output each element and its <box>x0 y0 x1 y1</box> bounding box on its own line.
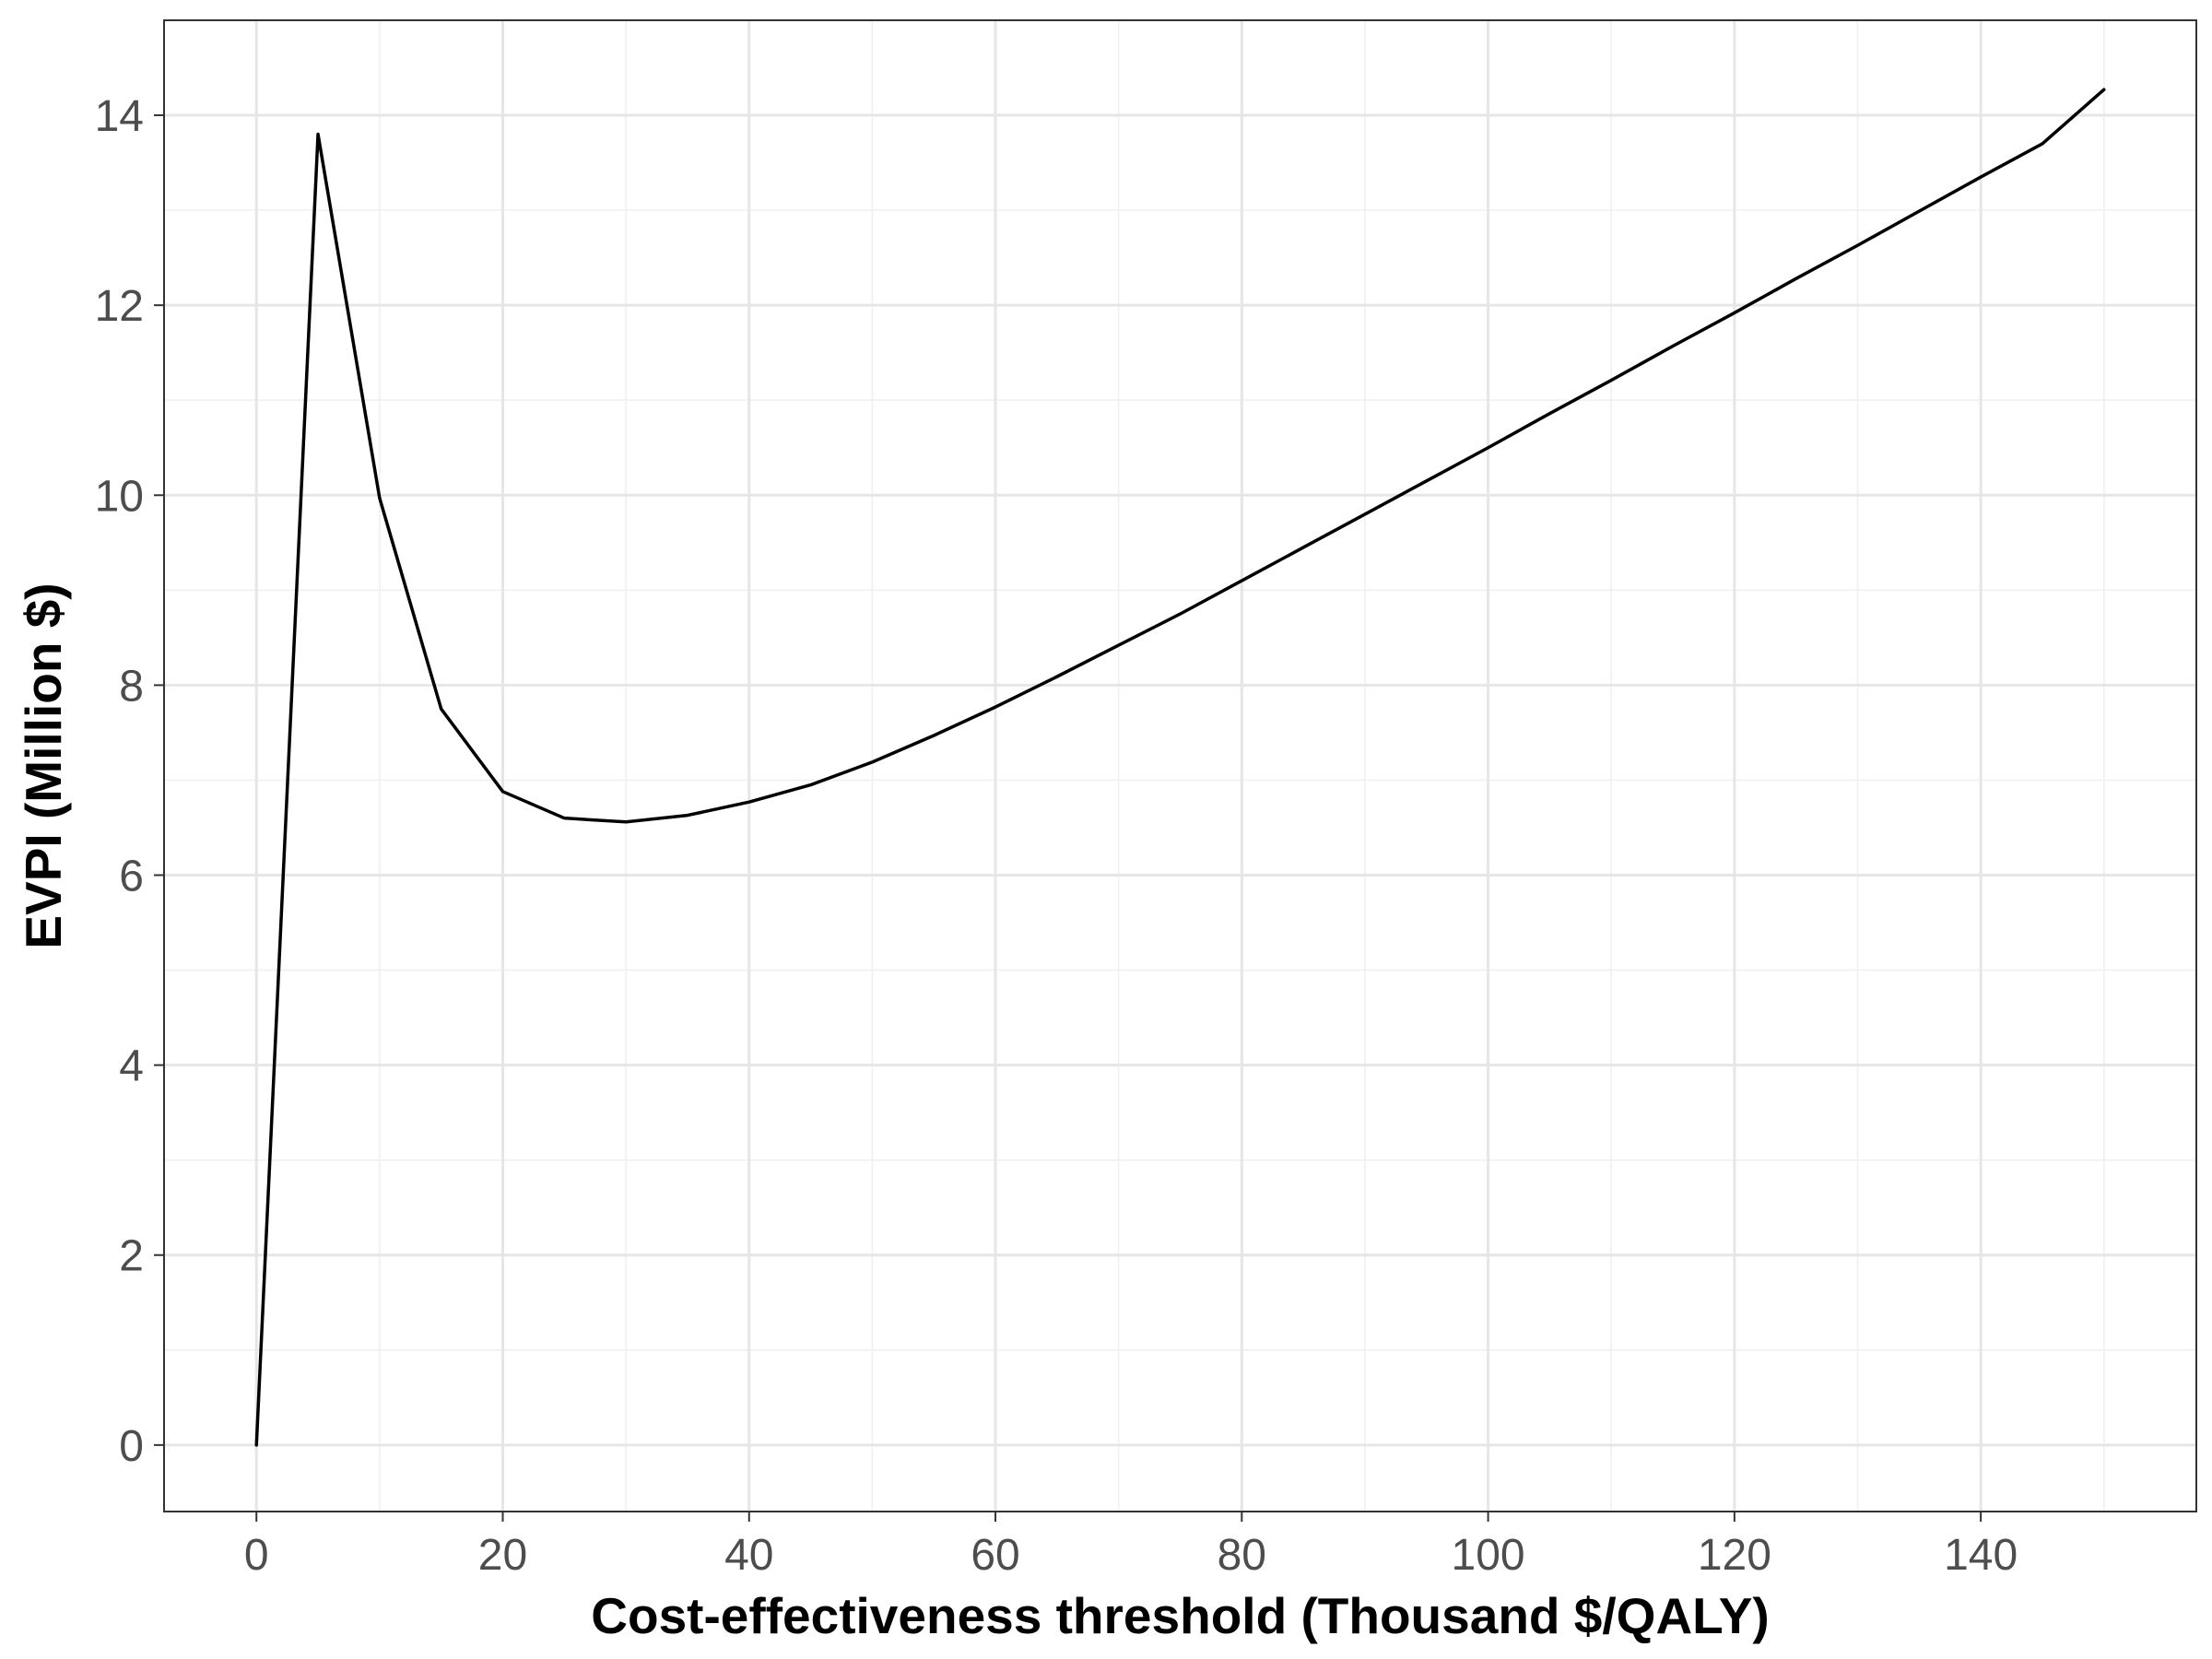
y-axis-title: EVPI (Million $) <box>15 582 72 948</box>
y-tick-label: 8 <box>119 662 144 711</box>
y-tick-label: 4 <box>119 1042 144 1091</box>
x-tick-label: 140 <box>1944 1531 2018 1580</box>
y-axis: 0 2 4 6 8 10 12 14 <box>95 92 164 1471</box>
y-tick-label: 2 <box>119 1232 144 1281</box>
y-tick-label: 10 <box>95 472 144 521</box>
plot-panel-border <box>163 19 2197 1512</box>
major-gridlines <box>164 20 2196 1512</box>
x-tick-label: 80 <box>1218 1531 1266 1580</box>
y-tick-label: 6 <box>119 853 144 901</box>
x-tick-label: 0 <box>244 1531 269 1580</box>
x-axis: 0 20 40 60 80 100 120 140 <box>244 1512 2018 1580</box>
x-tick-label: 20 <box>478 1531 527 1580</box>
y-tick-label: 0 <box>119 1422 144 1471</box>
x-tick-label: 40 <box>724 1531 773 1580</box>
y-tick-label: 14 <box>95 92 144 141</box>
x-tick-label: 120 <box>1698 1531 1771 1580</box>
x-tick-label: 100 <box>1452 1531 1525 1580</box>
evpi-series-line <box>254 88 2106 1447</box>
y-tick-label: 12 <box>95 282 144 331</box>
x-tick-label: 60 <box>971 1531 1019 1580</box>
x-axis-title: Cost-effectiveness threshold (Thousand $… <box>591 1587 1769 1644</box>
series-layer <box>254 88 2106 1447</box>
